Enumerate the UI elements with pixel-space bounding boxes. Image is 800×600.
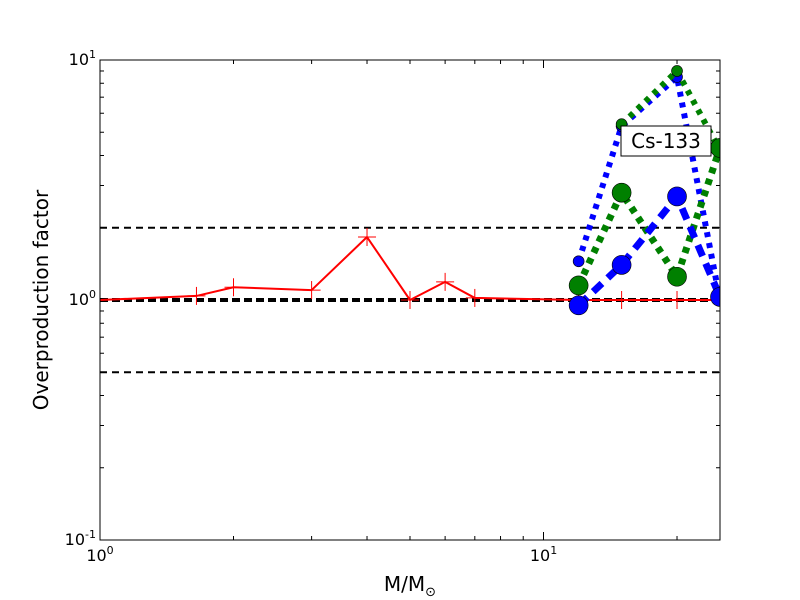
series-4 [568,186,720,316]
data-point [667,186,687,207]
series-3 [568,138,720,296]
series-0 [100,228,720,309]
y-tick-label: 10-1 [65,528,96,549]
data-point [710,287,720,307]
plot-frame [99,59,721,541]
x-tick-label: 100 [86,544,113,565]
annotation-label: Cs-133 [631,129,701,153]
x-tick-label: 101 [530,544,557,565]
data-point [568,295,589,316]
y-tick-label: 101 [69,48,96,69]
data-point [611,182,632,203]
annotation-box: Cs-133 [620,125,712,157]
data-point [667,266,687,287]
data-point [611,255,632,275]
y-tick-label: 100 [69,288,96,309]
series-line [100,236,720,301]
series-line [575,146,720,287]
data-point [568,275,589,296]
data-point [671,65,683,77]
series-line [576,192,720,308]
x-axis-label-subscript: ⊙ [425,585,436,600]
x-axis-label: M/M⊙ [384,572,436,600]
series-layer [100,65,720,316]
data-point [572,255,585,268]
series-line [619,67,720,152]
y-axis-label: Overproduction factor [29,189,53,410]
